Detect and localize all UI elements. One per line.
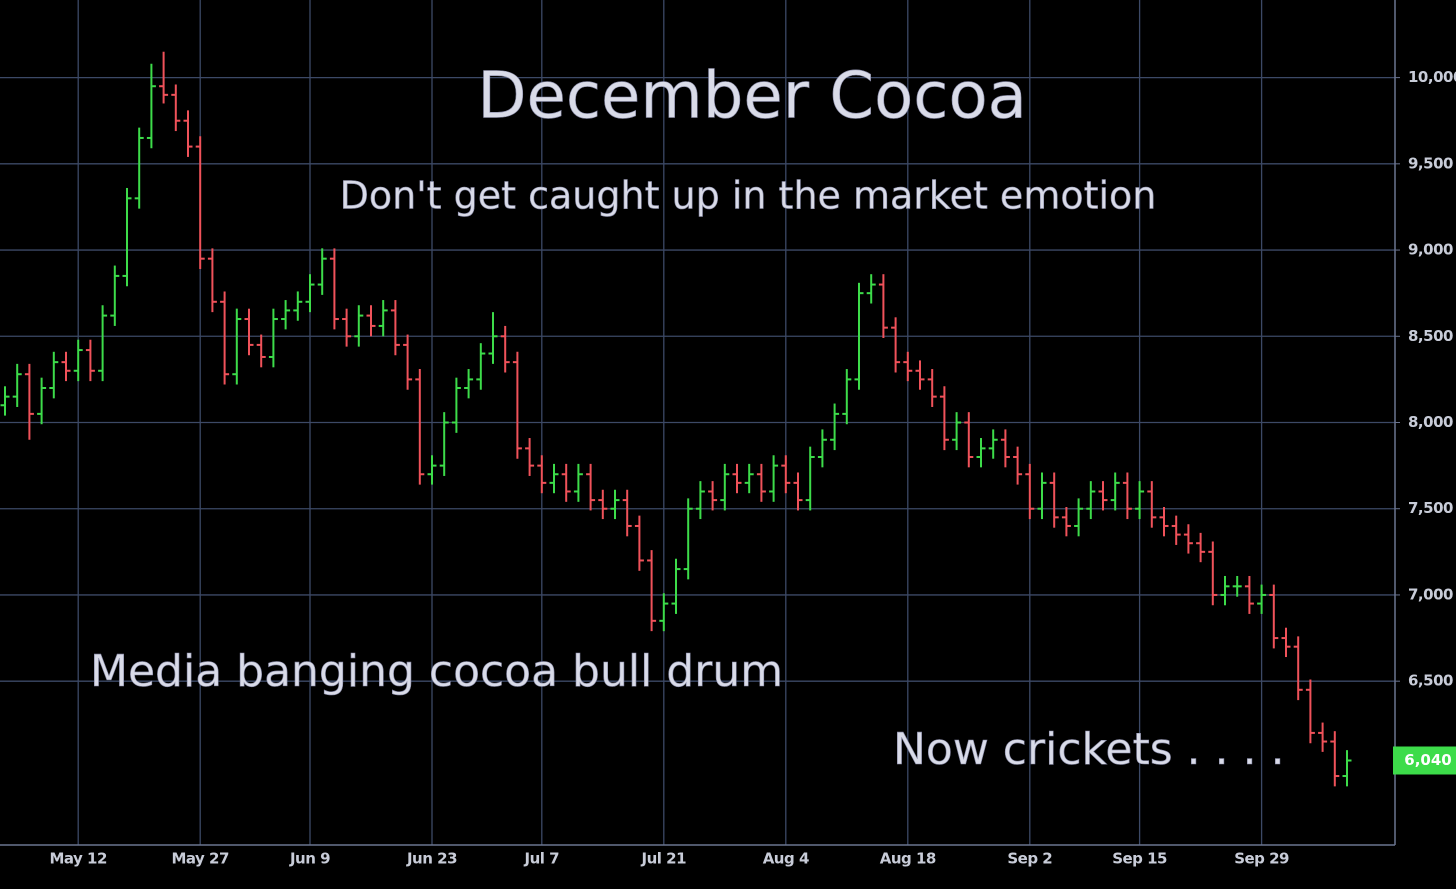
y-tick-label: 6,500 bbox=[1408, 672, 1453, 690]
y-tick-label: 7,500 bbox=[1408, 499, 1453, 517]
annotation: Media banging cocoa bull drum bbox=[90, 646, 783, 697]
annotation: Now crickets . . . . bbox=[893, 724, 1285, 775]
bars bbox=[0, 51, 1352, 787]
x-tick-label: Jul 21 bbox=[641, 850, 687, 868]
y-tick-label: 10,000 bbox=[1408, 68, 1456, 86]
y-tick-label: 9,500 bbox=[1408, 154, 1453, 172]
x-tick-label: Sep 29 bbox=[1234, 850, 1289, 868]
x-tick-label: Sep 2 bbox=[1007, 850, 1052, 868]
chart-title: December Cocoa bbox=[477, 60, 1027, 134]
y-tick-label: 8,000 bbox=[1408, 413, 1453, 431]
x-tick-label: Jul 7 bbox=[524, 850, 560, 868]
x-tick-label: Aug 18 bbox=[880, 850, 936, 868]
y-tick-label: 9,000 bbox=[1408, 241, 1453, 259]
x-tick-label: May 12 bbox=[49, 850, 107, 868]
x-tick-label: Jun 9 bbox=[289, 850, 330, 868]
grid bbox=[0, 0, 1400, 845]
x-tick-label: May 27 bbox=[171, 850, 229, 868]
x-tick-label: Jun 23 bbox=[406, 850, 457, 868]
x-tick-label: Aug 4 bbox=[763, 850, 809, 868]
y-tick-label: 8,500 bbox=[1408, 327, 1453, 345]
y-tick-label: 7,000 bbox=[1408, 585, 1453, 603]
last-price-label: 6,040 bbox=[1404, 751, 1451, 769]
x-tick-label: Sep 15 bbox=[1112, 850, 1167, 868]
chart-subtitle: Don't get caught up in the market emotio… bbox=[340, 174, 1157, 218]
last-price-tag bbox=[1393, 746, 1456, 775]
